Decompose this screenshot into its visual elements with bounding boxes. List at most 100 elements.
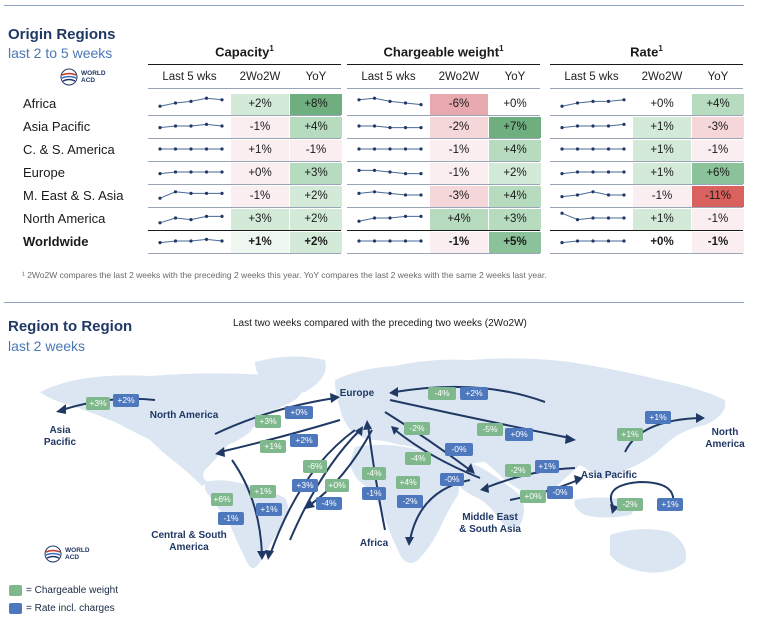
label-europe: Europe <box>339 388 375 399</box>
head-me-af <box>405 537 414 546</box>
sparkline-point <box>388 99 392 103</box>
sparkline-point <box>357 147 361 151</box>
south-asia-shape <box>450 461 524 528</box>
sparkline-point <box>622 216 626 220</box>
badge-me-af-r-rate: -2% <box>397 495 423 508</box>
sparkline-point <box>204 96 209 100</box>
cell-yoy-weight: +4% <box>489 186 541 207</box>
sparkline-point <box>403 101 408 105</box>
cell-2wo2w-weight: -2% <box>430 117 488 138</box>
label-africa: Africa <box>359 538 389 549</box>
sparkline-point <box>357 124 361 128</box>
sparkline-point <box>403 239 408 243</box>
group-underline <box>148 64 341 65</box>
row-label: Africa <box>23 96 57 111</box>
greenland-shape <box>255 356 326 394</box>
sparkline-point <box>622 239 626 243</box>
cell-2wo2w-rate: +0% <box>633 232 691 253</box>
legend-swatch-weight <box>9 585 22 596</box>
header-underline <box>550 88 743 89</box>
cell-yoy-capacity: +4% <box>290 117 342 138</box>
sparkline-rate <box>560 122 626 130</box>
cell-2wo2w-rate: +0% <box>633 94 691 115</box>
sparkline-point <box>591 216 595 220</box>
badge-ap-na-r-rate: +1% <box>645 411 671 424</box>
label-asia-pacific-right: Asia Pacific <box>580 470 638 481</box>
arrow-me-ap <box>509 479 579 501</box>
sparkline-point <box>403 126 408 130</box>
sparkline-point <box>591 190 595 194</box>
sparkline-point <box>158 104 162 108</box>
badge-ap-me-w-weight: -2% <box>505 464 531 477</box>
sparkline-point <box>204 191 209 195</box>
sparkline-point <box>591 170 595 174</box>
row-label: Worldwide <box>23 234 89 249</box>
label-asia-pacific-left: Asia Pacific <box>43 425 77 448</box>
sparkline-point <box>419 147 423 151</box>
australia-shape <box>610 529 686 573</box>
sparkline-point <box>220 98 224 102</box>
group-title-capacity: Capacity1 <box>148 44 341 59</box>
row-label: North America <box>23 211 106 226</box>
arrow-me-eu <box>394 429 481 479</box>
origin-title: Origin Regions <box>8 26 116 43</box>
cell-yoy-capacity: +2% <box>290 209 342 230</box>
badge-eu-ap-w-weight: -5% <box>477 423 503 436</box>
badge-me-ap-w-weight: +0% <box>520 490 546 503</box>
legend-weight: = Chargeable weight <box>26 585 119 596</box>
sparkline-point <box>372 190 377 194</box>
sparkline-point <box>606 124 611 128</box>
sparkline-point <box>622 193 626 197</box>
sparkline-point <box>403 193 408 197</box>
row-separator <box>148 230 341 231</box>
sparkline-point <box>372 216 377 220</box>
cell-2wo2w-capacity: -1% <box>231 117 289 138</box>
sparkline-point <box>419 193 423 197</box>
sparkline-point <box>606 99 611 103</box>
sparkline-point <box>158 172 162 176</box>
label-central-south-america: Central & South America <box>151 530 227 553</box>
sparkline-point <box>220 124 224 128</box>
head-na-ap <box>56 404 66 414</box>
footnote-marker: 1 <box>269 44 274 53</box>
group-title-rate: Rate1 <box>550 44 743 59</box>
badge-na-ap-r-rate: +2% <box>113 394 139 407</box>
row-separator <box>148 207 341 208</box>
head-eu-me <box>466 463 475 474</box>
cell-2wo2w-capacity: -1% <box>231 186 289 207</box>
sparkline-point <box>204 214 209 218</box>
badge-eu-af-w-weight: +0% <box>325 479 349 492</box>
row-label: Asia Pacific <box>23 119 91 134</box>
cell-yoy-rate: -1% <box>692 232 744 253</box>
badge-ap-ap-w-weight: -2% <box>617 498 643 511</box>
header-underline <box>347 88 540 89</box>
worldacd-logo-map: WORLD ACD <box>44 545 91 563</box>
sparkline-point <box>622 147 626 151</box>
badge-me-eu-w-weight: -4% <box>405 452 431 465</box>
footnote-marker: 1 <box>658 44 663 53</box>
badge-na-ap-w-weight: +3% <box>86 397 110 410</box>
sparkline-point <box>220 214 224 218</box>
row-separator <box>550 207 743 208</box>
region-subtitle: last 2 weeks <box>8 338 86 354</box>
row-separator <box>550 230 743 231</box>
cell-yoy-weight: +4% <box>489 140 541 161</box>
origin-subtitle: last 2 to 5 weeks <box>8 45 113 61</box>
cell-yoy-rate: -1% <box>692 140 744 161</box>
cell-yoy-capacity: +3% <box>290 163 342 184</box>
sparkline-point <box>388 216 392 220</box>
sparkline-point <box>560 241 564 245</box>
sparkline-point <box>419 214 423 218</box>
badge-eu-na-w-weight: +1% <box>260 440 286 453</box>
sparkline-capacity <box>158 170 224 176</box>
cell-2wo2w-weight: -1% <box>430 140 488 161</box>
arrow-na-eu <box>214 397 336 435</box>
row-separator <box>148 115 341 116</box>
sparkline-point <box>388 191 392 195</box>
row-separator <box>347 230 540 231</box>
worldacd-logo: WORLD ACD <box>60 68 107 86</box>
badge-sa-eu-w-weight: +1% <box>250 485 276 498</box>
cell-yoy-rate: -1% <box>692 209 744 230</box>
arrow-ap-ap <box>609 480 675 511</box>
sparkline-rate <box>560 190 626 199</box>
